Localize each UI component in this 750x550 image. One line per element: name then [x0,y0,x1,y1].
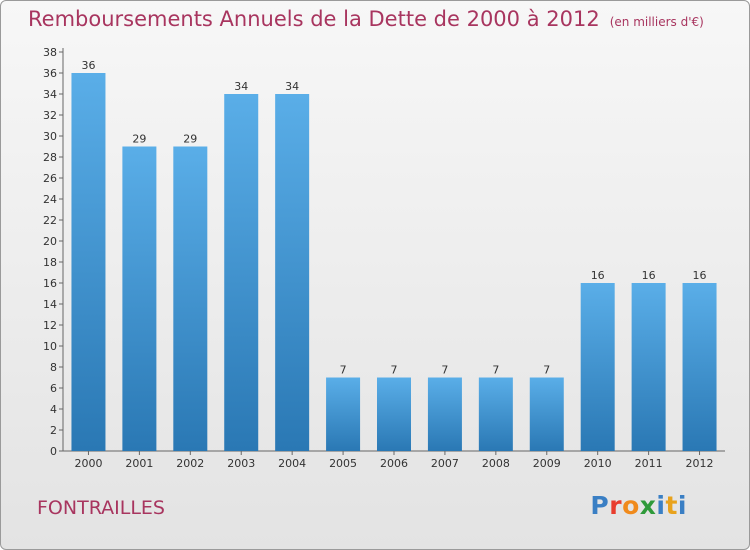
value-label: 16 [642,269,656,282]
bar-2005 [326,377,361,451]
value-label: 36 [81,59,95,72]
bar-2009 [529,377,564,451]
value-label: 34 [234,80,248,93]
y-tick-label: 34 [43,88,57,101]
value-label: 34 [285,80,299,93]
brand-letter: t [665,491,678,520]
y-tick-label: 38 [43,46,57,59]
brand-letter: P [590,491,610,520]
x-tick-label: 2009 [533,457,561,470]
x-tick-label: 2011 [635,457,663,470]
value-label: 16 [591,269,605,282]
y-tick-label: 2 [50,424,57,437]
x-tick-label: 2003 [227,457,255,470]
y-tick-label: 32 [43,109,57,122]
brand-letter: o [622,491,640,520]
bar-2006 [377,377,411,451]
value-label: 7 [441,364,448,377]
x-tick-label: 2008 [482,457,510,470]
bar-2010 [580,283,615,451]
bar-2007 [427,377,462,451]
y-tick-label: 4 [50,403,57,416]
y-tick-label: 10 [43,340,57,353]
y-tick-label: 30 [43,130,57,143]
y-tick-label: 6 [50,382,57,395]
bar-2012 [682,283,717,451]
value-label: 29 [132,133,146,146]
x-tick-label: 2012 [686,457,714,470]
y-tick-label: 22 [43,214,57,227]
x-tick-label: 2004 [278,457,306,470]
bar-2004 [275,94,310,451]
x-tick-label: 2007 [431,457,459,470]
x-tick-label: 2000 [74,457,102,470]
x-tick-label: 2010 [584,457,612,470]
x-tick-label: 2005 [329,457,357,470]
bar-2011 [631,283,666,451]
y-tick-label: 18 [43,256,57,269]
bar-2001 [122,146,157,451]
y-tick-label: 0 [50,445,57,458]
y-tick-label: 28 [43,151,57,164]
y-tick-label: 8 [50,361,57,374]
brand-letter: r [609,491,623,520]
data-labels: 36 29 29 34 34 7 7 7 7 7 16 16 16 [81,59,706,377]
x-tick-label: 2006 [380,457,408,470]
brand-letter: i [656,491,666,520]
y-tick-label: 36 [43,67,57,80]
title-text: Remboursements Annuels de la Dette de 20… [28,7,600,31]
value-label: 7 [391,364,398,377]
value-label: 16 [693,269,707,282]
chart-title: Remboursements Annuels de la Dette de 20… [28,7,704,31]
y-tick-label: 14 [43,298,57,311]
x-tick-label: 2002 [176,457,204,470]
x-tick-label: 2001 [125,457,153,470]
y-tick-label: 24 [43,193,57,206]
value-label: 29 [183,133,197,146]
y-tick-label: 20 [43,235,57,248]
y-tick-label: 26 [43,172,57,185]
brand-logo: Proxiti [590,491,687,520]
brand-letter: x [639,491,657,520]
value-label: 7 [492,364,499,377]
value-label: 7 [340,364,347,377]
bar-2008 [478,377,513,451]
value-label: 7 [543,364,550,377]
bar-2003 [224,94,259,451]
y-tick-label: 16 [43,277,57,290]
commune-name: FONTRAILLES [37,497,165,519]
brand-letter: i [677,491,687,520]
bar-2002 [173,146,208,451]
chart-subtitle: (en milliers d'€) [609,15,704,29]
bars [71,73,717,451]
y-tick-label: 12 [43,319,57,332]
bar-2000 [71,73,106,451]
